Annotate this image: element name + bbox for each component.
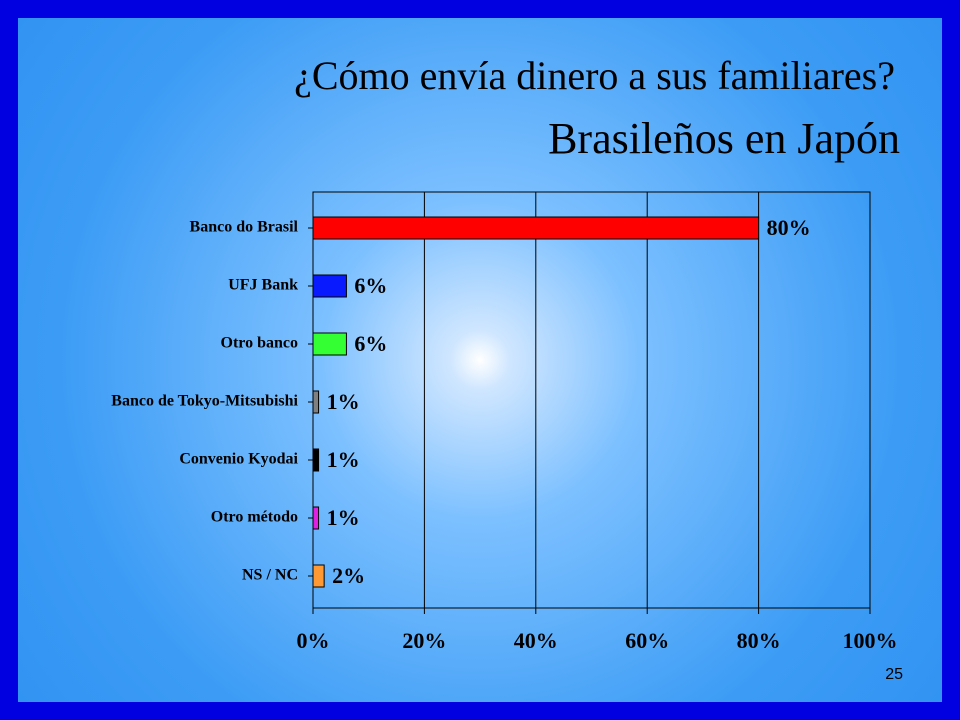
x-tick-label: 20%	[402, 628, 446, 653]
x-tick-label: 40%	[514, 628, 558, 653]
bar	[312, 332, 347, 356]
bar	[312, 216, 760, 240]
value-label: 80%	[767, 215, 811, 240]
value-label: 2%	[332, 563, 365, 588]
bar	[312, 274, 347, 298]
x-tick-label: 80%	[737, 628, 781, 653]
y-tick-label: Banco de Tokyo-Mitsubishi	[111, 393, 298, 410]
slide-number: 25	[885, 666, 903, 683]
y-tick-label: Otro banco	[221, 335, 298, 352]
bar	[312, 564, 325, 588]
value-label: 6%	[354, 331, 387, 356]
x-tick-label: 100%	[843, 628, 898, 653]
chart-subtitle: Brasileños en Japón	[548, 114, 900, 163]
value-label: 1%	[327, 389, 360, 414]
plot-frame	[312, 191, 871, 609]
value-label: 1%	[327, 447, 360, 472]
bar	[312, 506, 320, 530]
x-tick-label: 0%	[297, 628, 330, 653]
slide-background	[18, 18, 942, 702]
chart-title: ¿Cómo envía dinero a sus familiares?	[294, 53, 895, 98]
y-tick-label: Otro método	[211, 509, 298, 526]
y-tick-label: UFJ Bank	[228, 277, 298, 294]
bar	[312, 448, 320, 472]
bar	[312, 390, 320, 414]
y-tick-label: Convenio Kyodai	[179, 451, 298, 468]
y-tick-label: NS / NC	[242, 567, 298, 584]
x-tick-label: 60%	[625, 628, 669, 653]
value-label: 6%	[354, 273, 387, 298]
y-tick-label: Banco do Brasil	[190, 219, 299, 236]
value-label: 1%	[327, 505, 360, 530]
